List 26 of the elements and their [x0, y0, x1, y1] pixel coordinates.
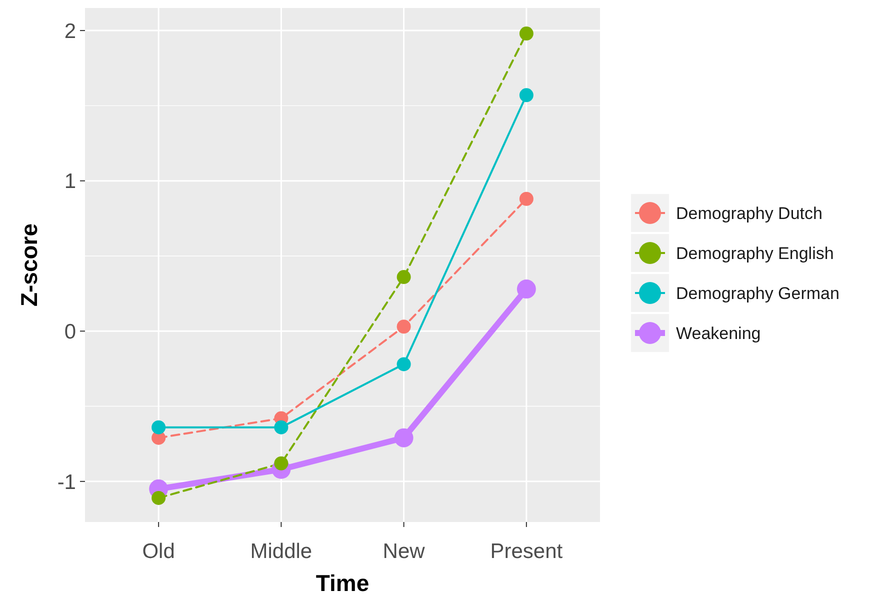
x-tick-label: Old [142, 540, 175, 563]
y-tick-label: -1 [57, 470, 76, 494]
point [519, 26, 534, 41]
point [519, 88, 534, 102]
y-axis-title: Z-score [16, 223, 42, 307]
point [152, 420, 166, 434]
y-tick-label: 1 [64, 170, 76, 194]
legend-label: Weakening [676, 324, 761, 343]
x-tick-label: New [382, 540, 426, 563]
point [152, 490, 166, 505]
point [274, 456, 288, 470]
point [396, 270, 411, 284]
point [396, 357, 411, 372]
y-tick-label: 2 [64, 20, 76, 43]
point [519, 192, 534, 206]
point [516, 280, 536, 299]
point [396, 320, 411, 334]
y-tick-label: 0 [64, 320, 76, 344]
point [394, 428, 414, 448]
legend-label: Demography German [676, 284, 840, 303]
x-tick-label: Middle [250, 540, 312, 563]
legend-label: Demography Dutch [676, 204, 822, 223]
point [274, 420, 288, 434]
legend-label: Demography English [676, 244, 834, 263]
x-tick-label: Present [490, 540, 563, 563]
x-axis-title: Time [316, 570, 370, 596]
